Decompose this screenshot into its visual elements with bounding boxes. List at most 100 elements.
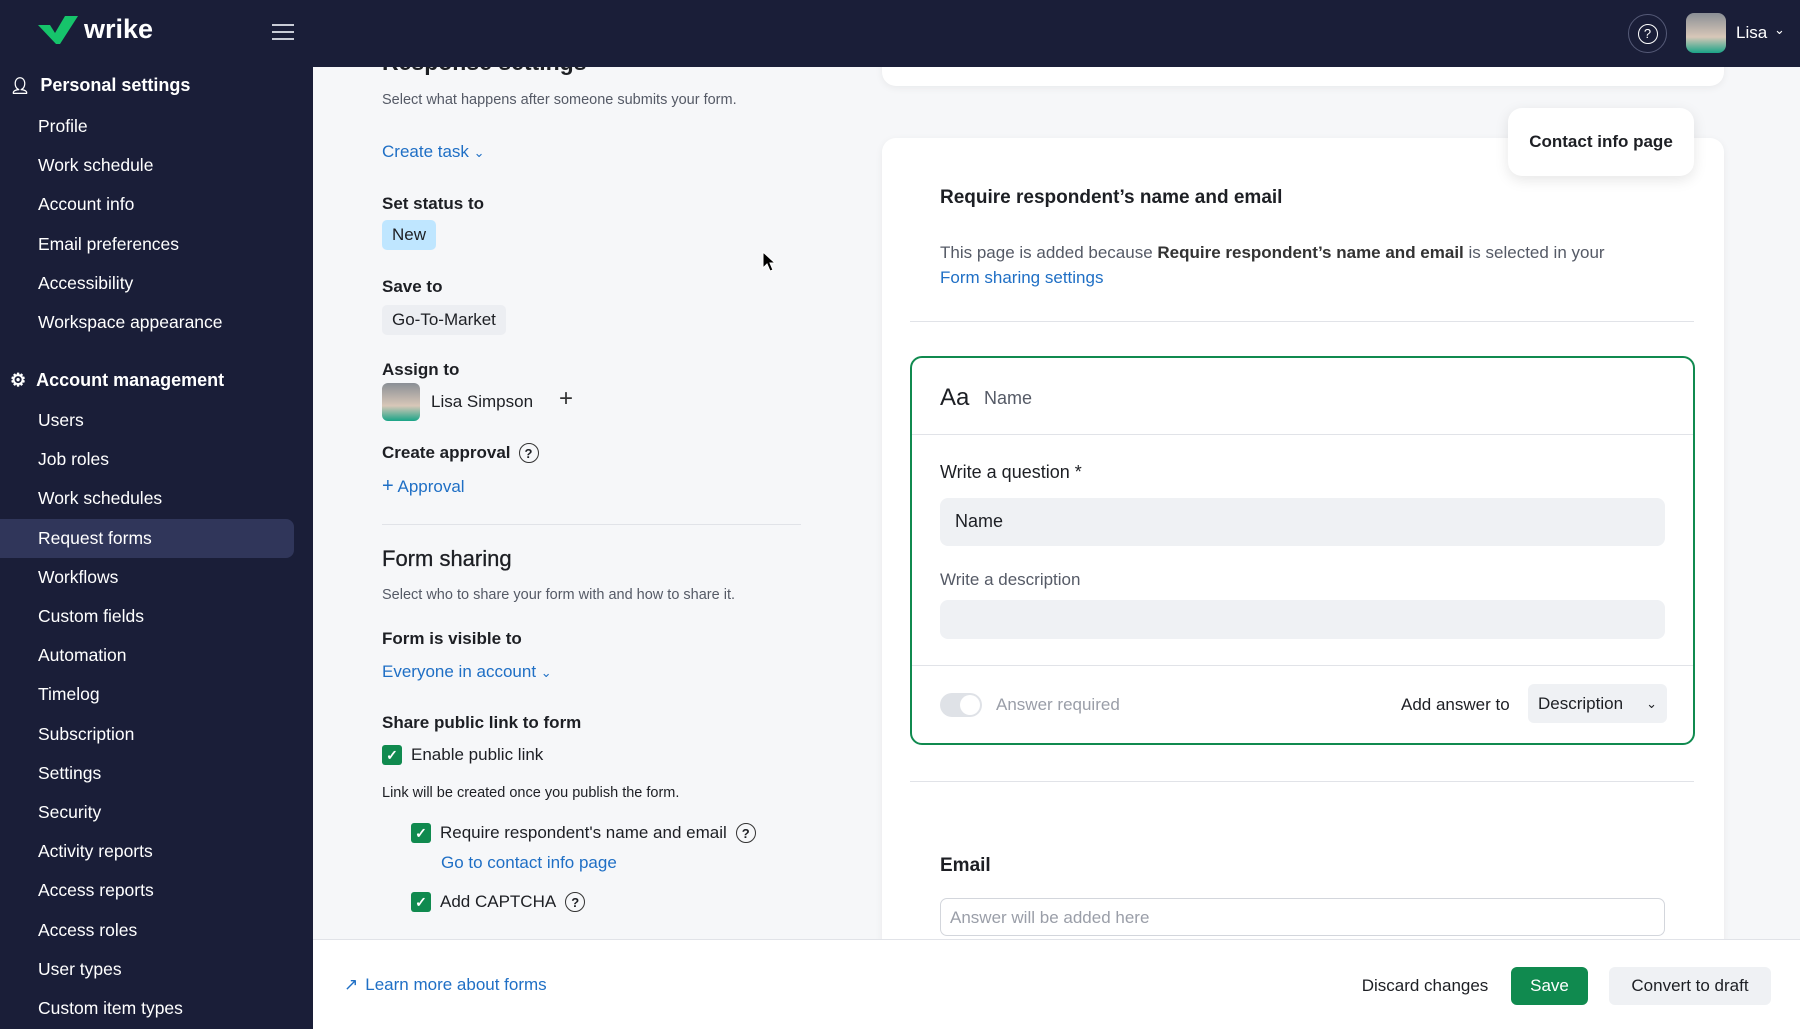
help-icon[interactable]: ? <box>735 823 756 843</box>
go-to-contact-link[interactable]: Go to contact info page <box>441 853 617 872</box>
add-assignee-icon[interactable]: + <box>559 385 574 412</box>
save-button[interactable]: Save <box>1511 967 1588 1005</box>
visibility-dropdown[interactable]: Everyone in account ⌄ <box>382 662 552 681</box>
sidebar-item-account-info[interactable]: Account info <box>38 194 135 215</box>
checkbox-checked-icon: ✓ <box>411 823 431 843</box>
sidebar-item-workflows[interactable]: Workflows <box>38 566 119 587</box>
checkbox-checked-icon: ✓ <box>382 745 402 765</box>
divider <box>912 665 1693 666</box>
sidebar-item-security[interactable]: Security <box>38 802 102 822</box>
sidebar-item-activity-reports[interactable]: Activity reports <box>38 841 153 862</box>
sidebar-item-timelog[interactable]: Timelog <box>38 684 100 705</box>
add-answer-dropdown[interactable]: Description ⌄ <box>1528 684 1667 723</box>
sidebar-item-work-schedule[interactable]: Work schedule <box>38 155 154 176</box>
contact-info-card: Require respondent’s name and email This… <box>882 138 1724 958</box>
plus-icon: + <box>382 475 394 497</box>
person-icon: 👤︎ <box>10 77 31 95</box>
field-type-label: Name <box>984 388 1033 408</box>
description-label: Write a description <box>940 570 1081 589</box>
sidebar-item-custom-item-types[interactable]: Custom item types <box>38 998 183 1018</box>
sidebar: 👤︎ Personal settings Profile Work schedule… <box>0 67 313 1029</box>
discard-changes-button[interactable]: Discard changes <box>1361 976 1489 995</box>
question-label: Write a question * <box>940 462 1082 482</box>
add-approval-button[interactable]: + Approval <box>382 475 465 497</box>
sidebar-item-accessibility[interactable]: Accessibility <box>38 272 134 293</box>
wrike-check-icon <box>38 15 78 44</box>
contact-info-page-tab[interactable]: Contact info page <box>1508 108 1694 176</box>
divider <box>912 434 1693 435</box>
chevron-down-icon: ⌄ <box>473 145 485 160</box>
menu-icon[interactable] <box>272 24 294 40</box>
card-heading: Require respondent’s name and email <box>940 187 1283 208</box>
section-subtitle: Select what happens after someone submit… <box>382 92 737 108</box>
form-sharing-subtitle: Select who to share your form with and h… <box>382 587 736 603</box>
answer-required-label: Answer required <box>996 695 1120 714</box>
sidebar-item-access-roles[interactable]: Access roles <box>38 919 138 940</box>
sidebar-item-email-preferences[interactable]: Email preferences <box>38 233 180 254</box>
sidebar-item-subscription[interactable]: Subscription <box>38 723 135 744</box>
divider <box>910 781 1694 782</box>
sidebar-item-automation[interactable]: Automation <box>38 645 127 666</box>
learn-more-link[interactable]: ↗ Learn more about forms <box>344 975 547 994</box>
visibility-label: Form is visible to <box>382 629 522 648</box>
mouse-cursor-icon <box>762 250 777 278</box>
user-name[interactable]: Lisa <box>1736 23 1768 42</box>
chevron-down-icon[interactable]: ⌄ <box>1774 22 1785 37</box>
chevron-down-icon: ⌄ <box>540 665 552 680</box>
email-label: Email <box>940 855 991 876</box>
sidebar-item-settings[interactable]: Settings <box>38 762 102 783</box>
checkbox-checked-icon: ✓ <box>411 892 431 912</box>
divider <box>910 321 1694 322</box>
assignee-name[interactable]: Lisa Simpson <box>431 392 534 411</box>
action-dropdown[interactable]: Create task ⌄ <box>382 142 485 161</box>
card-description: This page is added because Require respo… <box>940 243 1605 287</box>
enable-public-link-checkbox[interactable]: ✓ Enable public link <box>382 745 543 765</box>
answer-required-toggle[interactable] <box>940 693 982 717</box>
section-title: Response settings <box>382 67 587 76</box>
description-input[interactable] <box>940 600 1665 639</box>
status-badge[interactable]: New <box>382 220 437 250</box>
folder-chip[interactable]: Go-To-Market <box>382 305 506 335</box>
settings-panel: Response settings Select what happens af… <box>313 67 833 939</box>
email-input[interactable]: Answer will be added here <box>940 898 1665 936</box>
require-name-checkbox[interactable]: ✓ Require respondent's name and email? <box>411 823 756 843</box>
sidebar-item-job-roles[interactable]: Job roles <box>38 449 110 470</box>
sidebar-item-users[interactable]: Users <box>38 410 84 430</box>
public-link-label: Share public link to form <box>382 713 582 732</box>
convert-to-draft-button[interactable]: Convert to draft <box>1609 967 1771 1005</box>
divider <box>382 524 801 525</box>
footer-bar: ↗ Learn more about forms Discard changes … <box>313 939 1800 1029</box>
assign-label: Assign to <box>382 360 460 379</box>
status-label: Set status to <box>382 194 485 213</box>
form-sharing-link[interactable]: Form sharing settings <box>940 268 1104 287</box>
help-icon[interactable]: ? <box>565 892 586 912</box>
sidebar-item-work-schedules[interactable]: Work schedules <box>38 488 163 509</box>
gear-icon: ⚙ <box>10 370 27 390</box>
question-input[interactable]: Name <box>940 498 1665 546</box>
external-link-icon: ↗ <box>344 975 359 994</box>
sidebar-item-request-forms[interactable]: Request forms <box>0 518 294 558</box>
sidebar-item-workspace-appearance[interactable]: Workspace appearance <box>38 312 223 332</box>
text-type-icon: Aa <box>940 384 970 411</box>
link-note: Link will be created once you publish th… <box>382 785 680 801</box>
save-to-label: Save to <box>382 277 443 296</box>
sidebar-item-user-types[interactable]: User types <box>38 958 122 979</box>
captcha-checkbox[interactable]: ✓ Add CAPTCHA? <box>411 892 586 912</box>
assignee-avatar <box>382 383 420 421</box>
help-icon[interactable]: ? <box>518 443 539 463</box>
sidebar-item-access-reports[interactable]: Access reports <box>38 880 154 901</box>
help-button[interactable]: ? <box>1628 14 1667 53</box>
top-bar: wrike ? Lisa ⌄ <box>0 0 1800 67</box>
form-sharing-title: Form sharing <box>382 546 512 571</box>
wrike-logo[interactable]: wrike <box>38 14 153 45</box>
approval-row: Create approval? <box>382 443 539 463</box>
add-answer-label: Add answer to <box>1401 695 1510 714</box>
name-field-editor[interactable]: Aa Name Write a question * Name Write a … <box>910 356 1695 745</box>
logo-text: wrike <box>84 14 154 44</box>
personal-settings-header: 👤︎ Personal settings <box>10 75 191 95</box>
user-avatar[interactable] <box>1686 13 1726 53</box>
sidebar-item-custom-fields[interactable]: Custom fields <box>38 606 145 626</box>
sidebar-item-profile[interactable]: Profile <box>38 116 88 136</box>
account-management-header: ⚙ Account management <box>10 370 225 390</box>
chevron-down-icon: ⌄ <box>1646 695 1657 711</box>
